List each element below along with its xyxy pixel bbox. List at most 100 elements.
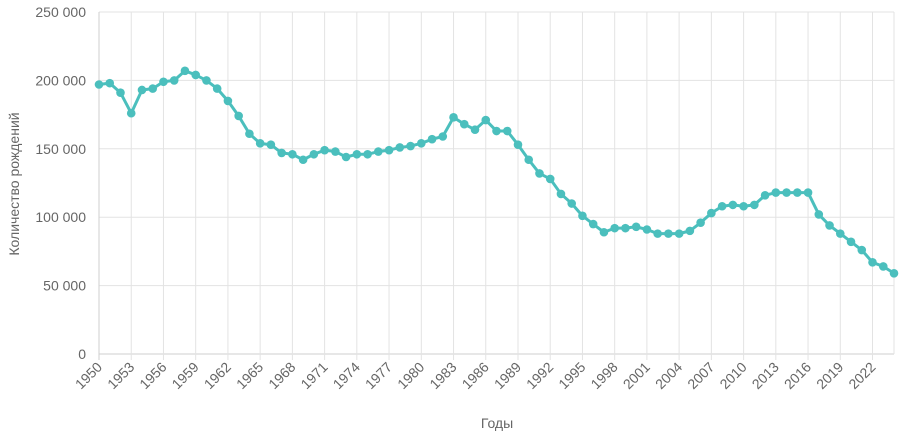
data-point[interactable] [309,149,319,159]
data-point[interactable] [470,125,480,134]
data-point[interactable] [169,76,179,85]
data-point[interactable] [234,111,243,121]
x-tick-label: 1950 [72,359,105,392]
data-point[interactable] [599,227,609,237]
data-point[interactable] [384,145,394,155]
data-point[interactable] [846,237,856,247]
data-point[interactable] [352,149,362,159]
data-point[interactable] [126,108,136,118]
data-point[interactable] [588,219,598,229]
x-tick-label: 1986 [459,359,492,392]
data-point[interactable] [427,134,437,144]
data-point[interactable] [664,229,673,238]
x-tick-label: 2001 [620,359,653,392]
data-point[interactable] [696,218,705,227]
data-point[interactable] [502,126,512,136]
data-point[interactable] [331,147,340,156]
x-axis-title: Годы [481,415,513,431]
data-point[interactable] [255,139,265,148]
data-point[interactable] [631,222,641,232]
data-point[interactable] [298,155,308,165]
data-point[interactable] [835,229,845,238]
x-tick-label: 2004 [652,359,685,392]
data-point[interactable] [803,188,813,197]
data-point[interactable] [148,84,158,93]
x-tick-label: 1989 [491,359,524,392]
data-point[interactable] [492,126,501,136]
x-tick-label: 1971 [297,359,330,392]
data-point[interactable] [481,115,491,125]
series-line [97,69,896,275]
data-point[interactable] [739,201,748,211]
data-point[interactable] [363,149,372,159]
data-point[interactable] [825,221,834,230]
x-tick-label: 1956 [136,359,169,392]
series-layer [97,69,896,275]
data-point[interactable] [535,169,544,178]
data-point[interactable] [406,141,415,151]
data-point[interactable] [567,199,576,208]
data-point[interactable] [202,76,211,85]
data-point[interactable] [374,147,383,156]
data-point[interactable] [341,152,351,162]
data-point[interactable] [545,174,555,184]
data-point[interactable] [116,88,125,98]
data-point[interactable] [266,140,276,149]
data-point[interactable] [137,85,147,95]
data-point[interactable] [449,113,458,122]
data-point[interactable] [191,70,200,80]
data-point[interactable] [417,139,426,148]
data-point[interactable] [513,140,523,149]
data-point[interactable] [245,129,254,139]
data-point[interactable] [578,211,587,221]
x-tick-label: 2013 [749,359,782,392]
data-point[interactable] [105,78,115,88]
data-point[interactable] [771,188,781,197]
x-tick-label: 1974 [330,359,363,392]
y-tick-label: 100 000 [35,209,86,225]
x-tick-label: 1992 [523,359,556,392]
x-tick-label: 1962 [201,359,234,392]
data-point[interactable] [793,188,802,197]
data-point[interactable] [277,148,286,158]
x-axis-ticks: 1950195319561959196219651968197119741977… [72,359,879,392]
data-point[interactable] [685,226,695,236]
data-point[interactable] [760,191,770,200]
y-tick-label: 150 000 [35,141,86,157]
data-point[interactable] [610,223,619,233]
data-point[interactable] [889,268,899,278]
data-point[interactable] [320,145,329,155]
data-point[interactable] [707,208,716,218]
x-tick-label: 1995 [555,359,588,392]
data-point[interactable] [159,77,168,87]
data-point[interactable] [814,210,824,219]
data-point[interactable] [223,96,233,106]
data-point[interactable] [750,200,759,210]
data-point[interactable] [642,225,652,234]
data-point[interactable] [556,189,566,199]
x-tick-label: 1977 [362,359,395,392]
data-point[interactable] [524,155,534,165]
points-layer [94,66,899,278]
data-point[interactable] [653,229,662,238]
data-point[interactable] [621,223,630,233]
x-tick-label: 2010 [716,359,749,392]
x-tick-label: 1998 [587,359,620,392]
y-tick-label: 200 000 [35,72,86,88]
x-tick-label: 2007 [684,359,717,392]
data-point[interactable] [868,258,877,267]
data-point[interactable] [180,66,190,76]
data-point[interactable] [438,132,448,141]
data-point[interactable] [674,229,684,238]
data-point[interactable] [94,80,104,89]
data-point[interactable] [857,245,867,255]
data-point[interactable] [395,143,405,152]
data-point[interactable] [459,119,469,129]
data-point[interactable] [717,201,727,211]
data-point[interactable] [728,200,738,210]
data-point[interactable] [878,262,888,271]
data-point[interactable] [288,149,297,159]
data-point[interactable] [212,84,222,93]
data-point[interactable] [782,188,791,197]
